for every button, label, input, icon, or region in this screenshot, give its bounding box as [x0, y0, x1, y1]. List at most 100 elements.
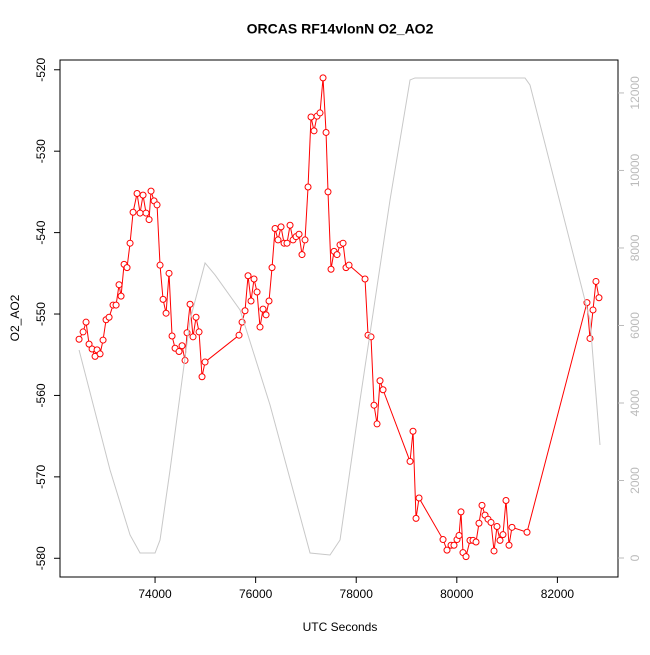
data-point: [307, 113, 315, 121]
data-point: [262, 311, 270, 319]
data-point: [412, 514, 420, 522]
data-point: [165, 269, 173, 277]
data-point: [145, 216, 153, 224]
y-tick-label: -530: [34, 139, 48, 163]
data-point: [475, 519, 483, 527]
series-line: [78, 77, 601, 556]
data-point: [268, 264, 276, 272]
data-point: [147, 187, 155, 195]
data-point: [178, 342, 186, 350]
data-point: [324, 188, 332, 196]
data-point: [496, 536, 504, 544]
y-tick-label: -520: [34, 57, 48, 81]
y-tick-label: -550: [34, 302, 48, 326]
x-tick-label: 80000: [440, 587, 474, 601]
data-point: [499, 531, 507, 539]
data-point: [298, 251, 306, 259]
data-point: [195, 328, 203, 336]
data-point: [259, 305, 267, 313]
data-point: [241, 307, 249, 315]
data-point: [310, 127, 318, 135]
data-point: [271, 225, 279, 233]
x-tick-label: 76000: [239, 587, 273, 601]
data-point: [319, 74, 327, 82]
y-tick-label: -570: [34, 465, 48, 489]
data-point: [162, 309, 170, 317]
data-point: [361, 275, 369, 283]
data-point: [493, 523, 501, 531]
data-point: [457, 508, 465, 516]
data-point: [247, 297, 255, 305]
y-axis-label: O2_AO2: [8, 294, 22, 341]
data-point: [274, 236, 282, 244]
data-point: [472, 538, 480, 546]
data-point: [168, 332, 176, 340]
data-point: [443, 546, 451, 554]
y-tick-label: -540: [34, 220, 48, 244]
data-point: [159, 295, 167, 303]
data-point: [316, 109, 324, 117]
data-point: [189, 333, 197, 341]
data-point: [175, 347, 183, 355]
data-point: [322, 128, 330, 136]
data-point: [186, 300, 194, 308]
y2-tick-label: 8000: [628, 234, 642, 261]
y2-tick-label: 12000: [628, 76, 642, 110]
data-point: [96, 350, 104, 358]
data-point: [123, 264, 131, 272]
data-point: [333, 251, 341, 259]
data-point: [286, 221, 294, 229]
data-point: [117, 292, 125, 300]
x-axis-label: UTC Seconds: [303, 620, 378, 634]
data-point: [201, 358, 209, 366]
chart-title: ORCAS RF14vlonN O2_AO2: [247, 21, 434, 37]
x-tick-label: 82000: [541, 587, 575, 601]
y2-tick-label: 0: [628, 554, 642, 561]
data-point: [126, 239, 134, 247]
data-point: [283, 239, 291, 247]
data-point: [105, 313, 113, 321]
data-point: [192, 313, 200, 321]
y2-tick-label: 4000: [628, 389, 642, 416]
data-point: [99, 336, 107, 344]
data-point: [295, 230, 303, 238]
data-point: [370, 401, 378, 409]
data-point: [133, 190, 141, 198]
y2-tick-label: 2000: [628, 467, 642, 494]
data-point: [327, 265, 335, 273]
data-point: [478, 501, 486, 509]
data-point: [129, 208, 137, 216]
data-point: [304, 183, 312, 191]
data-point: [235, 331, 243, 339]
data-point: [301, 236, 309, 244]
data-point: [79, 328, 87, 336]
data-point: [523, 528, 531, 536]
data-point: [256, 323, 264, 331]
data-point: [339, 239, 347, 247]
data-point: [592, 277, 600, 285]
data-point: [139, 191, 147, 199]
data-point: [112, 301, 120, 309]
data-point: [455, 531, 463, 539]
data-point: [75, 335, 83, 343]
data-point: [345, 261, 353, 269]
plot-box: [59, 59, 619, 578]
data-point: [373, 420, 381, 428]
data-point: [502, 496, 510, 504]
data-point: [136, 209, 144, 217]
data-point: [253, 288, 261, 296]
data-point: [198, 373, 206, 381]
data-point: [415, 494, 423, 502]
data-point: [115, 281, 123, 289]
data-point: [508, 523, 516, 531]
data-point: [85, 340, 93, 348]
data-point: [589, 306, 597, 314]
y-tick-label: -580: [34, 546, 48, 570]
y2-tick-label: 10000: [628, 153, 642, 187]
data-point: [244, 272, 252, 280]
data-point: [462, 553, 470, 561]
data-point: [409, 427, 417, 435]
data-point: [142, 209, 150, 217]
data-point: [595, 294, 603, 302]
